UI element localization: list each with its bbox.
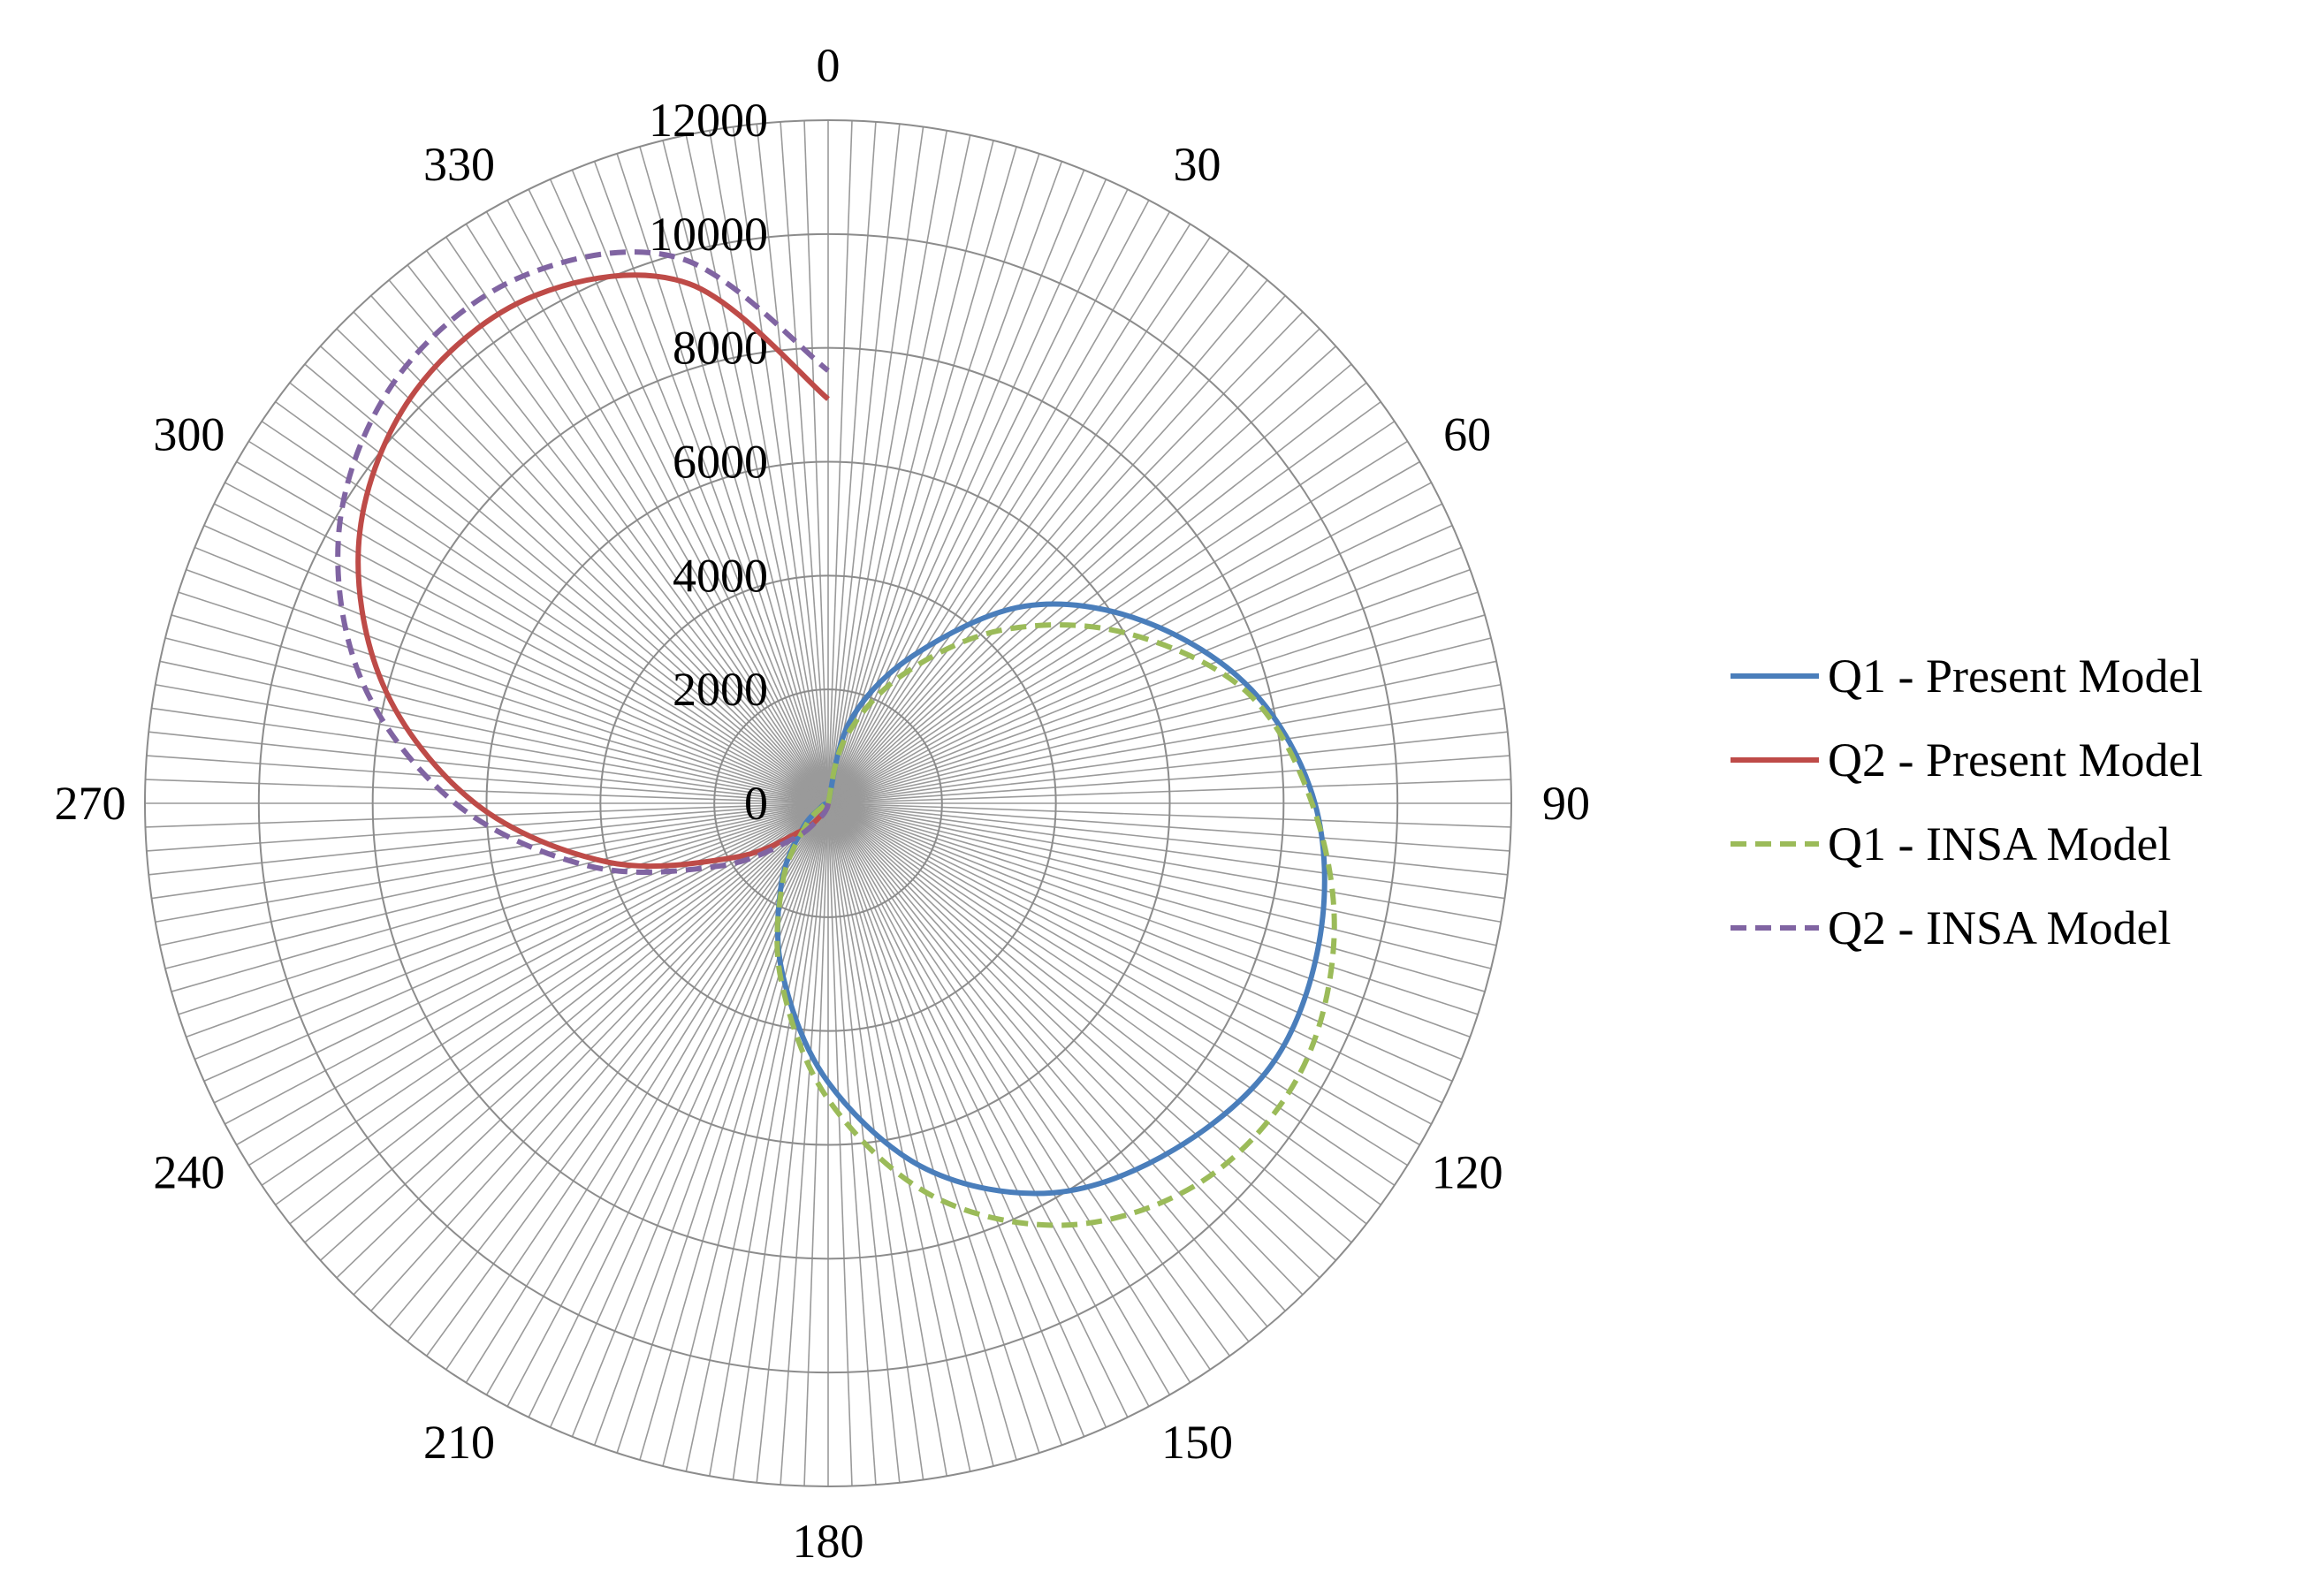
data-series xyxy=(335,249,1337,1228)
radial-tick-labels: 0 2000 4000 6000 8000 10000 12000 xyxy=(649,94,768,830)
radial-label-12000: 12000 xyxy=(649,94,768,147)
legend: Q1 - Present Model Q2 - Present Model Q1 -… xyxy=(1731,650,2202,954)
grid-circle-8000 xyxy=(371,346,1285,1260)
grid-circle-4000 xyxy=(599,574,1057,1032)
angle-label-180: 180 xyxy=(793,1515,864,1568)
series-line-4 xyxy=(335,249,831,875)
legend-label-4: Q2 - INSA Model xyxy=(1828,901,2172,954)
grid-circle-6000 xyxy=(485,460,1171,1146)
legend-label-1: Q1 - Present Model xyxy=(1828,650,2202,703)
angle-label-300: 300 xyxy=(153,408,224,461)
angle-label-0: 0 xyxy=(817,39,841,92)
angle-tick-labels: 0 30 60 90 120 150 180 210 240 270 300 330 xyxy=(55,39,1591,1568)
grid-circle-12000 xyxy=(144,119,1512,1487)
angle-label-120: 120 xyxy=(1432,1146,1503,1199)
series-line-1 xyxy=(774,601,1327,1197)
radial-label-2000: 2000 xyxy=(673,663,768,716)
grid-circle-2000 xyxy=(713,688,943,918)
angle-label-330: 330 xyxy=(423,138,495,191)
series-line-3 xyxy=(774,622,1337,1228)
radial-label-6000: 6000 xyxy=(673,436,768,489)
angle-label-210: 210 xyxy=(423,1416,495,1469)
grid-circle-10000 xyxy=(257,232,1399,1374)
radial-label-8000: 8000 xyxy=(673,322,768,375)
angle-label-240: 240 xyxy=(153,1146,224,1199)
radial-grid-circles xyxy=(144,119,1512,1487)
angle-label-30: 30 xyxy=(1174,138,1221,191)
angle-label-150: 150 xyxy=(1161,1416,1233,1469)
angle-label-90: 90 xyxy=(1542,777,1590,830)
angle-label-60: 60 xyxy=(1443,408,1491,461)
radial-label-4000: 4000 xyxy=(673,549,768,602)
radial-label-10000: 10000 xyxy=(649,208,768,261)
legend-label-2: Q2 - Present Model xyxy=(1828,733,2202,787)
radial-label-0: 0 xyxy=(744,777,768,830)
angle-label-270: 270 xyxy=(55,777,126,830)
legend-label-3: Q1 - INSA Model xyxy=(1828,817,2172,870)
